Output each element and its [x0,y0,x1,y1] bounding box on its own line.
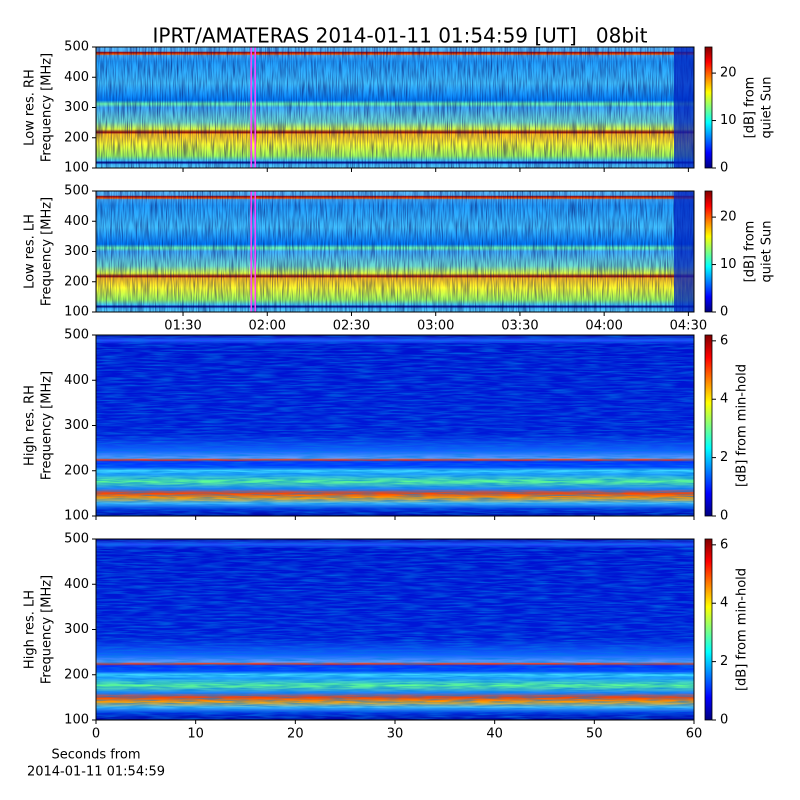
y-axis-label: Frequency [MHz] [40,53,55,162]
y-axis-label: Frequency [MHz] [40,575,55,684]
x-tick-label: 03:30 [501,319,538,334]
colorbar-tick-label: 2 [720,450,728,465]
x-tick-label: 01:30 [164,319,201,334]
x-tick-label: 02:30 [333,319,370,334]
colorbar-tick-label: 0 [720,161,728,176]
colorbar-tick-label: 6 [720,537,728,552]
y-tick-label: 100 [64,713,89,728]
y-tick-label: 400 [64,214,89,229]
y-tick-label: 300 [64,622,89,637]
spectrogram-texture [96,191,694,312]
y-axis-label: High res. LH [23,590,38,669]
chart-title: IPRT/AMATERAS 2014-01-11 01:54:59 [UT] 0… [153,24,648,48]
colorbar-tick-label: 4 [720,392,728,407]
x-tick-label: 0 [92,727,100,742]
y-tick-label: 500 [64,328,89,343]
colorbar-tick-label: 2 [720,654,728,669]
data-gap [674,47,694,168]
x-tick-label: 40 [486,727,503,742]
y-tick-label: 100 [64,161,89,176]
spectrogram-texture [96,539,694,720]
colorbar-tick-label: 20 [720,210,737,225]
x-tick-label: 02:00 [249,319,286,334]
x-tick-label: 20 [287,727,304,742]
y-axis-label: Frequency [MHz] [40,371,55,480]
y-axis-label: Frequency [MHz] [40,197,55,306]
spectrogram-texture [96,335,694,516]
colorbar [704,190,713,313]
colorbar-tick-label: 10 [720,113,737,128]
x-tick-label: 60 [686,727,703,742]
y-tick-label: 200 [64,130,89,145]
colorbar-tick-label: 20 [720,66,737,81]
y-tick-label: 200 [64,667,89,682]
colorbar-tick-label: 6 [720,333,728,348]
x-tick-label: 50 [586,727,603,742]
data-gap [674,191,694,312]
x-tick-label: 30 [387,727,404,742]
y-tick-label: 300 [64,418,89,433]
x-tick-label: 04:30 [670,319,707,334]
colorbar-label: quiet Sun [760,76,775,138]
colorbar-label: [dB] from [743,77,758,139]
x-tick-label: 04:00 [585,319,622,334]
y-tick-label: 400 [64,373,89,388]
y-tick-label: 500 [64,532,89,547]
y-tick-label: 500 [64,184,89,199]
y-axis-label: High res. RH [23,385,38,466]
y-tick-label: 100 [64,509,89,524]
colorbar-tick-label: 0 [720,305,728,320]
y-tick-label: 400 [64,70,89,85]
colorbar-label: [dB] from min-hold [735,568,750,691]
colorbar-tick-label: 4 [720,596,728,611]
y-tick-label: 100 [64,305,89,320]
colorbar-tick-label: 0 [720,713,728,728]
colorbar-tick-label: 0 [720,509,728,524]
y-tick-label: 400 [64,577,89,592]
y-tick-label: 300 [64,100,89,115]
colorbar-tick-label: 10 [720,257,737,272]
y-axis-label: Low res. RH [23,69,38,146]
colorbar-label: [dB] from min-hold [735,364,750,487]
x-axis-label: 2014-01-11 01:54:59 [27,765,165,780]
x-axis-label: Seconds from [51,748,140,763]
spectrogram-texture [96,47,694,168]
y-tick-label: 500 [64,40,89,55]
colorbar-label: quiet Sun [760,220,775,282]
colorbar [704,334,713,517]
colorbar [704,538,713,721]
x-tick-label: 10 [187,727,204,742]
colorbar [704,46,713,169]
y-tick-label: 300 [64,244,89,259]
x-tick-label: 03:00 [417,319,454,334]
y-tick-label: 200 [64,463,89,478]
y-axis-label: Low res. LH [23,214,38,289]
colorbar-label: [dB] from [743,221,758,283]
y-tick-label: 200 [64,274,89,289]
